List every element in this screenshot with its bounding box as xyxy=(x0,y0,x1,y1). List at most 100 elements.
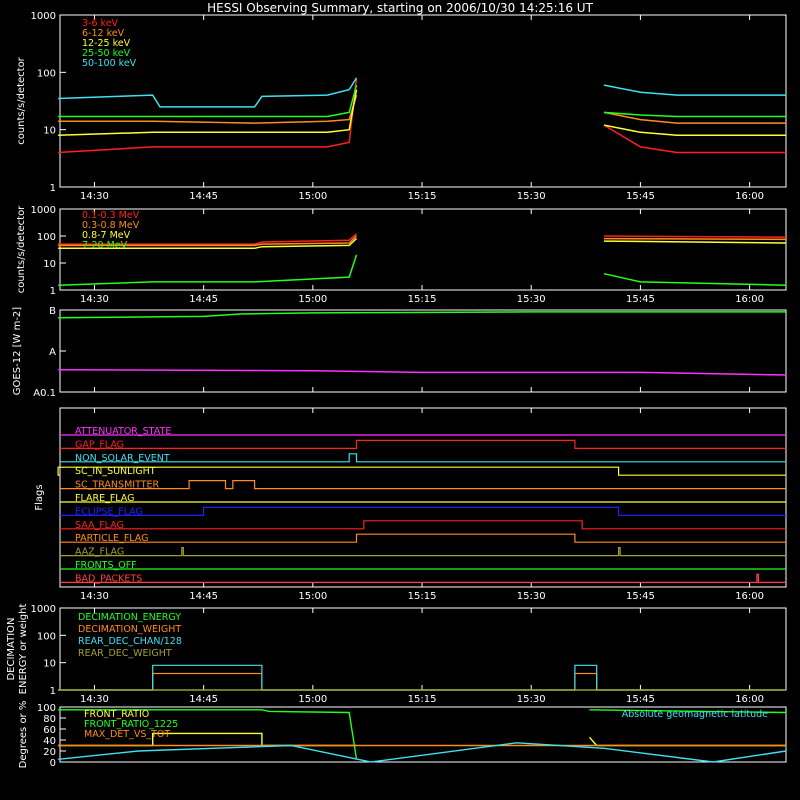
flags-xtick-label: 15:15 xyxy=(408,591,437,602)
rates-high-series-line xyxy=(58,233,787,245)
rates-high-legend-entry: 0.8-7 MeV xyxy=(82,230,131,241)
rates-high-frame xyxy=(59,208,787,291)
rates-high-series-line xyxy=(58,235,787,247)
rates-low-legend-entry: 6-12 keV xyxy=(82,28,125,39)
goes-ytick-label: A0.1 xyxy=(33,388,56,399)
rates-low-xtick-label: 15:30 xyxy=(517,191,546,202)
rates-high-xtick-label: 16:00 xyxy=(735,294,764,305)
ratios-ytick-label: 40 xyxy=(43,736,56,747)
rates-low-xtick-label: 16:00 xyxy=(735,191,764,202)
rates-low-legend-entry: 50-100 keV xyxy=(82,58,137,69)
decimation-ytick-label: 1 xyxy=(50,686,56,697)
rates-high-legend-entry: 0.3-0.8 MeV xyxy=(82,220,140,231)
flag-line xyxy=(60,480,786,490)
ratios-legend-entry: MAX_DET_VS_TOT xyxy=(84,729,170,740)
rates-low-xtick-label: 15:45 xyxy=(626,191,655,202)
flag-line xyxy=(60,506,786,516)
goes-series-line xyxy=(58,368,787,376)
flag-line xyxy=(60,439,786,449)
rates-high-legend-entry: 7-20 MeV xyxy=(82,240,128,251)
flag-label: NON_SOLAR_EVENT xyxy=(75,453,170,464)
rates-low-ytick-label: 100 xyxy=(37,68,56,79)
rates-low-series-line xyxy=(58,94,786,124)
rates-high-xtick-label: 14:30 xyxy=(80,294,109,305)
decimation-ylabel-line2: ENERGY or weight xyxy=(18,604,29,695)
ratios-frame xyxy=(59,706,787,763)
rates-low-series-line xyxy=(58,77,786,154)
ratios-series-line xyxy=(58,742,787,763)
flag-line xyxy=(60,533,786,543)
flags-xtick-label: 15:45 xyxy=(626,591,655,602)
decimation-xtick-label: 15:15 xyxy=(408,694,437,705)
flags-xtick-label: 14:45 xyxy=(189,591,218,602)
rates-low-legend-entry: 12-25 keV xyxy=(82,38,131,49)
rates-low-legend-entry: 25-50 keV xyxy=(82,48,131,59)
decimation-legend-entry: DECIMATION_WEIGHT xyxy=(78,624,181,635)
flag-label: ECLIPSE_FLAG xyxy=(75,506,143,517)
rates-high-series-line xyxy=(58,254,787,286)
flag-label: SAA_FLAG xyxy=(75,520,124,531)
flag-line xyxy=(57,466,786,476)
flag-line xyxy=(60,520,786,530)
goes-series-line xyxy=(58,311,786,319)
rates-low-ytick-label: 1 xyxy=(50,183,56,194)
decimation-xtick-label: 15:30 xyxy=(517,694,546,705)
decimation-xtick-label: 14:45 xyxy=(189,694,218,705)
rates-low-xtick-label: 14:45 xyxy=(189,191,218,202)
rates-high-series-line xyxy=(58,238,787,250)
flags-frame xyxy=(59,407,787,588)
decimation-xtick-label: 16:00 xyxy=(735,694,764,705)
ratios-ytick-label: 60 xyxy=(43,725,56,736)
rates-high-xtick-label: 15:00 xyxy=(298,294,327,305)
flag-line xyxy=(60,573,786,583)
rates-high-ytick-label: 10 xyxy=(43,259,56,270)
ratios-legend-entry: Absolute geomagnetic latitude xyxy=(622,709,768,720)
flag-label: PARTICLE_FLAG xyxy=(75,533,148,544)
rates-high-xtick-label: 14:45 xyxy=(189,294,218,305)
ratios-ytick-label: 100 xyxy=(37,703,56,714)
goes-frame xyxy=(59,309,787,393)
flag-label: ATTENUATOR_STATE xyxy=(75,426,171,437)
ratios-ylabel: Degrees or % xyxy=(18,701,29,769)
decimation-xtick-label: 15:00 xyxy=(298,694,327,705)
flag-label: SC_IN_SUNLIGHT xyxy=(75,466,156,477)
rates-low-ytick-label: 1000 xyxy=(31,11,56,22)
decimation-legend-entry: DECIMATION_ENERGY xyxy=(78,612,181,623)
flags-xtick-label: 15:30 xyxy=(517,591,546,602)
goes-ylabel: GOES-12 [W m-2] xyxy=(12,307,23,395)
ratios-legend-entry: FRONT_RATIO xyxy=(84,709,149,720)
rates-low-xtick-label: 15:15 xyxy=(408,191,437,202)
decimation-legend-entry: REAR_DEC_WEIGHT xyxy=(78,648,172,659)
rates-high-xtick-label: 15:15 xyxy=(408,294,437,305)
flag-label: BAD_PACKETS xyxy=(75,573,142,584)
flags-xtick-label: 15:00 xyxy=(298,591,327,602)
decimation-ytick-label: 100 xyxy=(37,631,56,642)
flag-label: SC_TRANSMITTER xyxy=(75,480,160,491)
ratios-legend-entry: FRONT_RATIO_1225 xyxy=(84,719,178,730)
rates-high-ytick-label: 1000 xyxy=(31,205,56,216)
rates-low-xtick-label: 14:30 xyxy=(80,191,109,202)
flag-label: AAZ_FLAG xyxy=(75,547,124,558)
flag-line xyxy=(60,547,786,557)
rates-low-series-line xyxy=(58,77,786,108)
rates-high-xtick-label: 15:45 xyxy=(626,294,655,305)
rates-high-legend-entry: 0.1-0.3 MeV xyxy=(82,210,140,221)
flag-line xyxy=(60,453,786,463)
rates-low-series-line xyxy=(58,89,786,136)
flag-label: FRONTS_OFF xyxy=(75,560,137,571)
rates-high-ylabel: counts/s/detector xyxy=(16,205,27,293)
decimation-legend-entry: REAR_DEC_CHAN/128 xyxy=(78,636,182,647)
flag-label: FLARE_FLAG xyxy=(75,493,135,504)
ratios-series-line xyxy=(58,709,787,760)
rates-low-ytick-label: 10 xyxy=(43,126,56,137)
flags-ylabel: Flags xyxy=(34,484,45,510)
decimation-ytick-label: 10 xyxy=(43,659,56,670)
decimation-ytick-label: 1000 xyxy=(31,604,56,615)
flags-xtick-label: 16:00 xyxy=(735,591,764,602)
rates-high-xtick-label: 15:30 xyxy=(517,294,546,305)
goes-ytick-label: A xyxy=(49,347,56,358)
ratios-ytick-label: 20 xyxy=(43,747,56,758)
rates-low-frame xyxy=(59,14,787,188)
flags-xtick-label: 14:30 xyxy=(80,591,109,602)
